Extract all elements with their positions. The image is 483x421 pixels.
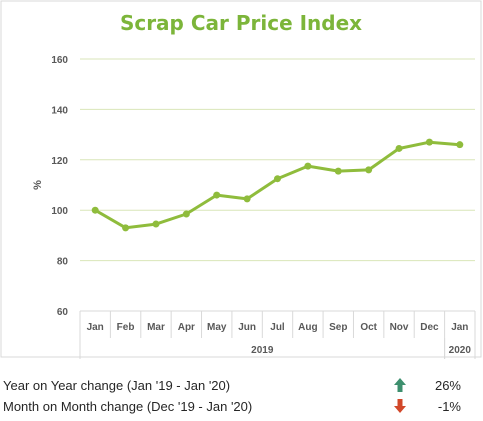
- data-point: [425, 138, 433, 146]
- stat-value-year-on-year: 26%: [434, 378, 461, 393]
- chart-border: [0, 0, 482, 358]
- x-tick-label: Jul: [270, 322, 285, 333]
- up-arrow-icon: [394, 378, 406, 392]
- x-tick-label: Jan: [87, 322, 104, 333]
- stat-value-month-on-month: -1%: [437, 399, 461, 414]
- y-tick-label: 100: [51, 206, 68, 217]
- data-point: [122, 224, 130, 232]
- y-tick-label: 60: [57, 307, 69, 318]
- x-axis: Jan Feb Mar Apr May Jun Jul Aug Sep Oct Nov Dec Jan 2…: [79, 310, 476, 359]
- x-tick-label: Dec: [420, 322, 439, 333]
- x-tick-label: Oct: [360, 322, 377, 333]
- stat-row-year-on-year: Year on Year change (Jan '19 - Jan '20) …: [3, 375, 473, 396]
- data-point: [152, 220, 160, 228]
- x-tick-label: Mar: [147, 322, 165, 333]
- stats-panel: Year on Year change (Jan '19 - Jan '20) …: [3, 375, 473, 417]
- chart: Scrap Car Price Index % 60 80 100 120 140 160…: [0, 0, 482, 359]
- data-point: [182, 210, 190, 218]
- x-tick-label: Feb: [117, 322, 135, 333]
- stat-row-month-on-month: Month on Month change (Dec '19 - Jan '20…: [3, 396, 473, 417]
- y-tick-label: 140: [51, 105, 68, 116]
- y-axis-label: %: [32, 180, 44, 190]
- data-point: [365, 166, 373, 174]
- data-point: [243, 195, 251, 203]
- year-group-label: 2020: [449, 345, 472, 356]
- y-axis-ticks: 60 80 100 120 140 160: [51, 55, 68, 318]
- year-group-label: 2019: [251, 345, 274, 356]
- data-point: [91, 206, 99, 214]
- data-point: [213, 191, 221, 199]
- x-tick-label: Apr: [178, 322, 195, 333]
- x-tick-label: Aug: [298, 322, 317, 333]
- stat-label-year-on-year: Year on Year change (Jan '19 - Jan '20): [3, 378, 231, 393]
- gridlines: [80, 58, 475, 262]
- stat-label-month-on-month: Month on Month change (Dec '19 - Jan '20…: [3, 399, 253, 414]
- x-tick-label: Nov: [390, 322, 409, 333]
- data-point: [395, 144, 403, 152]
- x-tick-label: Sep: [329, 322, 347, 333]
- x-tick-label: Jan: [451, 322, 468, 333]
- x-tick-label: May: [207, 322, 227, 333]
- data-point: [456, 141, 464, 149]
- series-layer: [91, 138, 464, 232]
- x-tick-label: Jun: [238, 322, 256, 333]
- down-arrow-icon: [394, 399, 406, 413]
- y-tick-label: 80: [57, 257, 69, 268]
- data-point: [304, 162, 312, 170]
- y-tick-label: 160: [51, 55, 68, 66]
- data-point: [334, 167, 342, 175]
- data-point: [274, 175, 281, 183]
- chart-title: Scrap Car Price Index: [120, 11, 362, 35]
- y-tick-label: 120: [51, 156, 68, 167]
